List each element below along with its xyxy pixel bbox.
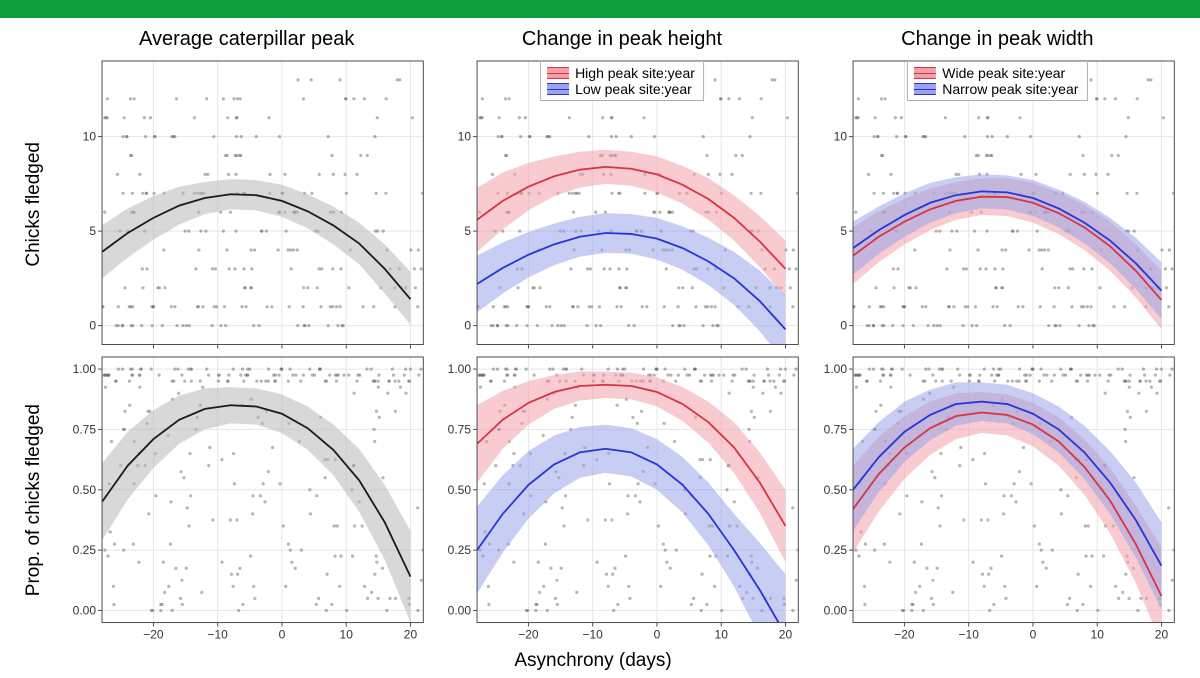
legend-swatch-red — [547, 67, 569, 79]
svg-text:−20: −20 — [519, 627, 540, 641]
svg-text:0: 0 — [465, 319, 472, 333]
top-green-bar — [0, 0, 1200, 18]
svg-text:1.00: 1.00 — [448, 362, 472, 376]
col-title-3: Change in peak width — [815, 24, 1180, 57]
panel-r1c2: 0 5 10 High peak site:year Low peak site:y… — [439, 57, 804, 353]
legend-col2-item-2: Low peak site:year — [547, 81, 695, 97]
svg-text:0.25: 0.25 — [823, 543, 847, 557]
svg-text:−20: −20 — [143, 627, 164, 641]
svg-text:0: 0 — [89, 319, 96, 333]
legend-swatch-blue — [547, 83, 569, 95]
panel-grid: Chicks fledged 0 5 10 0 5 10 High peak site:… — [6, 57, 1180, 648]
svg-text:20: 20 — [779, 627, 793, 641]
svg-text:0.00: 0.00 — [448, 603, 472, 617]
svg-text:20: 20 — [1154, 627, 1168, 641]
legend-swatch-red — [914, 67, 936, 79]
row-1: Chicks fledged 0 5 10 0 5 10 High peak site:… — [6, 57, 1180, 353]
panel-r2c2: −20 −10 0 10 20 0.00 0.25 0.50 0.75 1.00 — [439, 353, 804, 649]
panel-r1c3: 0 5 10 Wide peak site:year Narrow peak sit… — [815, 57, 1180, 353]
svg-text:10: 10 — [833, 130, 847, 144]
svg-text:0.25: 0.25 — [448, 543, 472, 557]
panel-r2c1: −20 −10 0 10 20 0.00 0.25 0.50 0.75 1.00 — [64, 353, 429, 649]
svg-text:0.50: 0.50 — [823, 482, 847, 496]
svg-text:5: 5 — [840, 224, 847, 238]
svg-text:0: 0 — [279, 627, 286, 641]
svg-text:10: 10 — [340, 627, 354, 641]
col-title-2: Change in peak height — [439, 24, 804, 57]
svg-text:0.50: 0.50 — [448, 482, 472, 496]
legend-col2-item-1: High peak site:year — [547, 65, 695, 81]
svg-text:−10: −10 — [583, 627, 604, 641]
svg-text:5: 5 — [465, 224, 472, 238]
row-1-label: Chicks fledged — [14, 57, 54, 353]
legend-col3-label-2: Narrow peak site:year — [942, 81, 1078, 97]
svg-text:20: 20 — [404, 627, 418, 641]
svg-text:1.00: 1.00 — [73, 362, 97, 376]
legend-col2-label-1: High peak site:year — [575, 65, 695, 81]
panel-r2c3: −20 −10 0 10 20 0.00 0.25 0.50 0.75 1.00 — [815, 353, 1180, 649]
svg-text:−10: −10 — [208, 627, 229, 641]
svg-text:0: 0 — [654, 627, 661, 641]
legend-col3: Wide peak site:year Narrow peak site:yea… — [907, 61, 1087, 101]
panel-r1c1: 0 5 10 — [64, 57, 429, 353]
svg-text:5: 5 — [89, 224, 96, 238]
svg-text:10: 10 — [1090, 627, 1104, 641]
row-2: Prop. of chicks fledged −20 −10 0 10 20 0.00 0… — [6, 353, 1180, 649]
row-2-label-text: Prop. of chicks fledged — [23, 404, 45, 596]
svg-text:0: 0 — [840, 319, 847, 333]
svg-text:0.00: 0.00 — [823, 603, 847, 617]
legend-col3-item-1: Wide peak site:year — [914, 65, 1078, 81]
legend-swatch-blue — [914, 83, 936, 95]
column-titles-row: Average caterpillar peak Change in peak … — [6, 24, 1180, 57]
svg-text:0.50: 0.50 — [73, 482, 97, 496]
row-2-label: Prop. of chicks fledged — [14, 353, 54, 649]
svg-text:0.00: 0.00 — [73, 603, 97, 617]
row-1-label-text: Chicks fledged — [23, 142, 45, 267]
svg-text:1.00: 1.00 — [823, 362, 847, 376]
legend-col2: High peak site:year Low peak site:year — [540, 61, 704, 101]
legend-col3-label-1: Wide peak site:year — [942, 65, 1065, 81]
legend-col2-label-2: Low peak site:year — [575, 81, 692, 97]
svg-text:0: 0 — [1029, 627, 1036, 641]
svg-text:0.25: 0.25 — [73, 543, 97, 557]
svg-text:0.75: 0.75 — [823, 422, 847, 436]
svg-text:10: 10 — [715, 627, 729, 641]
legend-col3-item-2: Narrow peak site:year — [914, 81, 1078, 97]
svg-text:0.75: 0.75 — [448, 422, 472, 436]
svg-text:−20: −20 — [894, 627, 915, 641]
svg-text:−10: −10 — [958, 627, 979, 641]
svg-text:0.75: 0.75 — [73, 422, 97, 436]
figure: Average caterpillar peak Change in peak … — [0, 18, 1200, 678]
x-axis-title: Asynchrony (days) — [6, 648, 1180, 672]
svg-text:10: 10 — [83, 130, 97, 144]
svg-text:10: 10 — [458, 130, 472, 144]
col-title-1: Average caterpillar peak — [64, 24, 429, 57]
